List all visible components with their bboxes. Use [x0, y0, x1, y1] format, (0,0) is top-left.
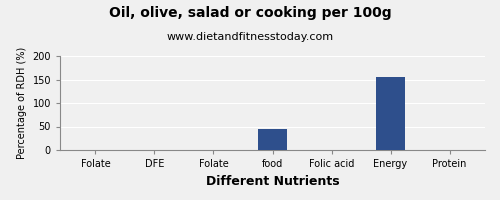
Bar	[376, 77, 406, 150]
Text: Oil, olive, salad or cooking per 100g: Oil, olive, salad or cooking per 100g	[108, 6, 392, 20]
Y-axis label: Percentage of RDH (%): Percentage of RDH (%)	[17, 47, 27, 159]
X-axis label: Different Nutrients: Different Nutrients	[206, 175, 340, 188]
Text: www.dietandfitnesstoday.com: www.dietandfitnesstoday.com	[166, 32, 334, 42]
Bar	[258, 129, 288, 150]
